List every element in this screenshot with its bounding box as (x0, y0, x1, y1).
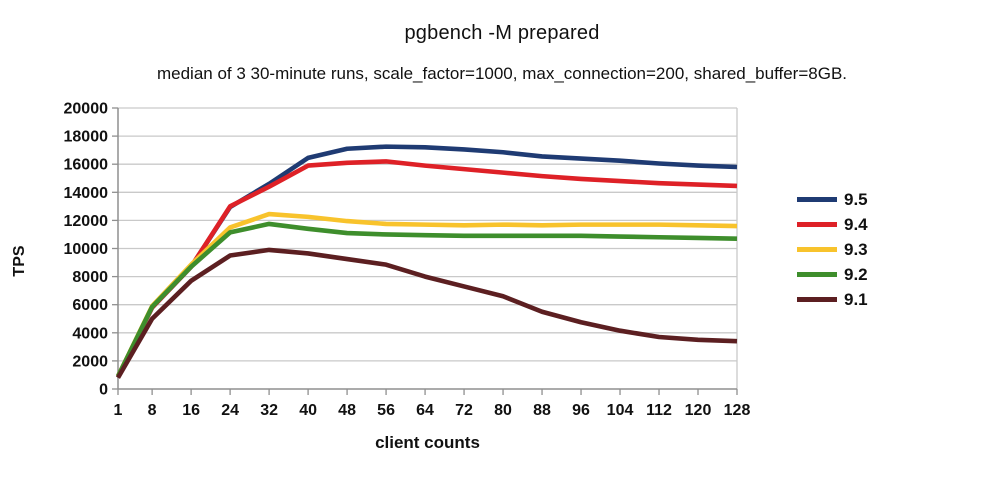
legend-swatch-icon (797, 197, 837, 202)
legend-label: 9.5 (844, 190, 868, 209)
x-tick-label: 16 (182, 402, 200, 419)
y-tick-label: 18000 (64, 129, 109, 146)
x-tick-label: 8 (148, 402, 157, 419)
legend-item: 9.1 (797, 287, 868, 312)
legend-label: 9.1 (844, 290, 868, 309)
x-tick-label: 1 (114, 402, 123, 419)
x-tick-label: 40 (299, 402, 317, 419)
legend: 9.5 9.4 9.3 9.2 9.1 (797, 187, 868, 312)
x-axis-title: client counts (375, 433, 480, 452)
series-line-9.2 (115, 221, 738, 378)
legend-item: 9.5 (797, 187, 868, 212)
chart-subtitle: median of 3 30-minute runs, scale_factor… (156, 64, 848, 83)
x-tick-label: 56 (377, 402, 395, 419)
y-tick-label: 0 (99, 382, 108, 399)
legend-label: 9.2 (844, 265, 868, 284)
legend-item: 9.2 (797, 262, 868, 287)
legend-swatch-icon (797, 222, 837, 227)
legend-item: 9.3 (797, 237, 868, 262)
series-line-9.4 (115, 159, 738, 378)
x-tick-label: 80 (494, 402, 512, 419)
y-tick-label: 2000 (72, 353, 108, 370)
legend-swatch-icon (797, 272, 837, 277)
y-tick-label: 12000 (64, 213, 109, 230)
legend-label: 9.3 (844, 240, 868, 259)
y-tick-label: 14000 (64, 185, 109, 202)
x-tick-label: 24 (221, 402, 239, 419)
y-tick-label: 20000 (64, 101, 109, 118)
y-tick-label: 16000 (64, 157, 109, 174)
legend-item: 9.4 (797, 212, 868, 237)
x-tick-label: 64 (416, 402, 434, 419)
y-tick-label: 4000 (72, 325, 108, 342)
x-tick-label: 96 (572, 402, 590, 419)
chart-title: pgbench -M prepared (404, 22, 600, 44)
x-tick-label: 112 (646, 402, 672, 419)
x-tick-label: 48 (338, 402, 356, 419)
series-line-9.1 (116, 247, 738, 379)
x-tick-label: 32 (260, 402, 278, 419)
legend-swatch-icon (797, 247, 837, 252)
x-tick-label: 104 (607, 402, 634, 419)
legend-swatch-icon (797, 297, 837, 302)
y-tick-label: 6000 (72, 297, 108, 314)
legend-label: 9.4 (844, 215, 868, 234)
x-tick-label: 88 (533, 402, 551, 419)
series-line-9.3 (115, 211, 738, 378)
x-tick-label: 128 (724, 402, 751, 419)
x-tick-label: 120 (685, 402, 712, 419)
y-tick-label: 8000 (72, 269, 108, 286)
x-tick-label: 72 (455, 402, 473, 419)
y-tick-label: 10000 (64, 241, 109, 258)
y-axis-title: TPS (11, 245, 28, 277)
